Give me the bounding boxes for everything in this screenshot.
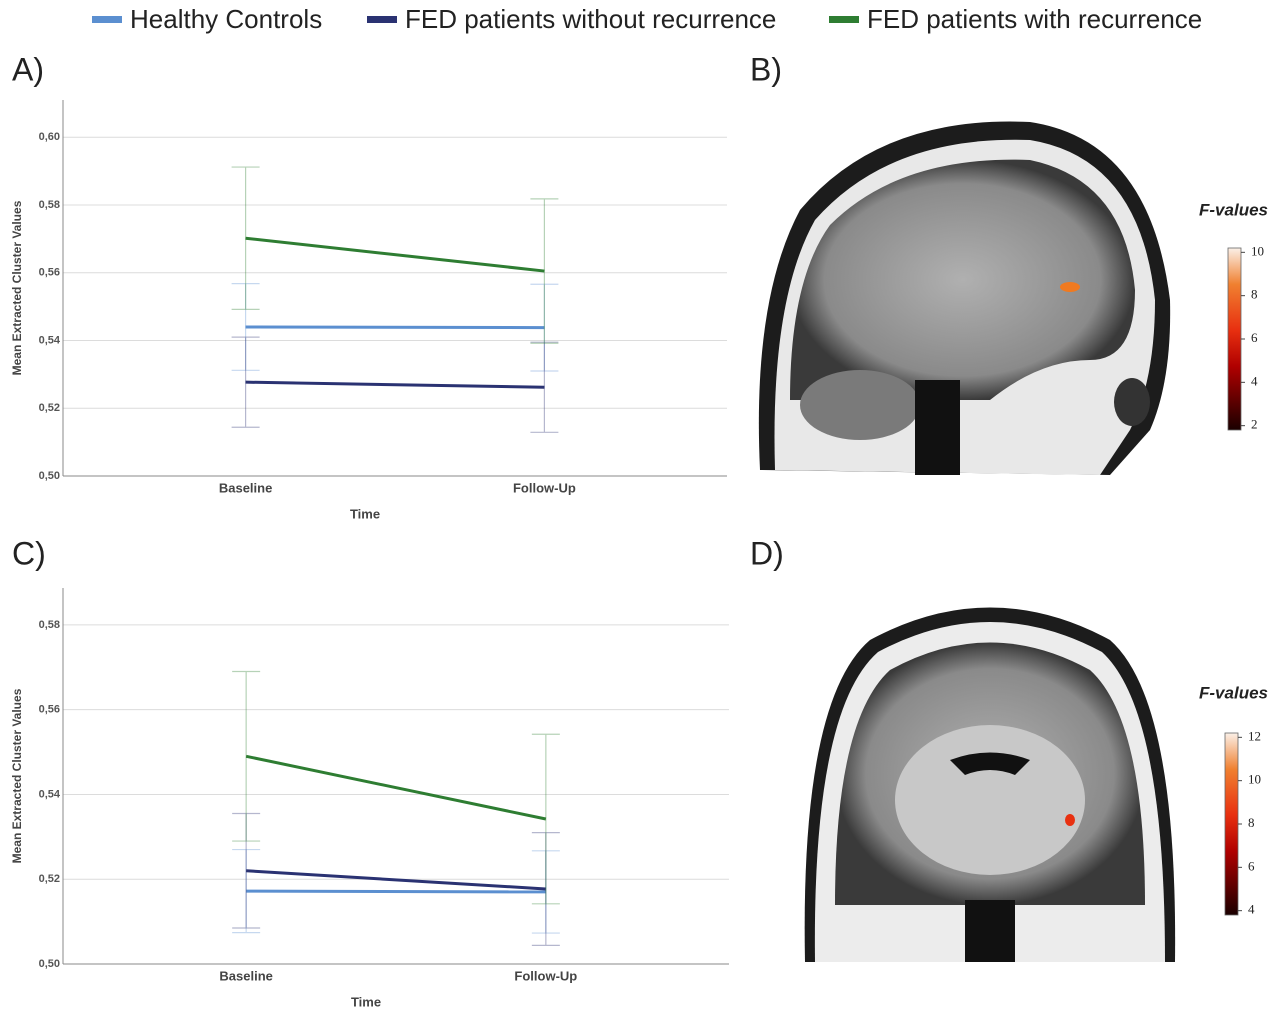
x-tick-label: Baseline bbox=[219, 968, 272, 983]
colorbar-tick-label: 10 bbox=[1251, 243, 1264, 258]
y-tick-label: 0,54 bbox=[39, 334, 61, 346]
panel-label: D) bbox=[750, 535, 784, 571]
y-tick-label: 0,52 bbox=[39, 873, 60, 885]
colorbar-tick-label: 2 bbox=[1251, 417, 1258, 432]
colorbar-tick-label: 8 bbox=[1251, 287, 1258, 302]
x-tick-label: Follow-Up bbox=[513, 480, 576, 495]
legend-swatch bbox=[92, 16, 122, 23]
x-tick-label: Baseline bbox=[219, 480, 272, 495]
colorbar-title: F-values bbox=[1199, 683, 1268, 702]
colorbar-title: F-values bbox=[1199, 200, 1268, 219]
y-tick-label: 0,52 bbox=[39, 402, 60, 414]
y-tick-label: 0,50 bbox=[39, 470, 60, 482]
y-tick-label: 0,58 bbox=[39, 619, 60, 631]
colorbar bbox=[1225, 733, 1238, 915]
y-axis-label: Mean Extracted Cluster Values bbox=[10, 200, 24, 375]
x-tick-label: Follow-Up bbox=[514, 968, 577, 983]
panel-label: C) bbox=[12, 535, 46, 571]
y-tick-label: 0,54 bbox=[39, 788, 61, 800]
colorbar-tick-label: 8 bbox=[1248, 815, 1255, 830]
series-line bbox=[246, 756, 546, 819]
x-axis-label: Time bbox=[350, 506, 380, 521]
y-axis-label: Mean Extracted Cluster Values bbox=[10, 688, 24, 863]
legend-label: Healthy Controls bbox=[130, 4, 322, 34]
y-tick-label: 0,56 bbox=[39, 704, 60, 716]
colorbar bbox=[1228, 248, 1241, 430]
colorbar-tick-label: 6 bbox=[1248, 858, 1255, 873]
colorbar-tick-label: 4 bbox=[1248, 902, 1255, 917]
y-tick-label: 0,58 bbox=[39, 199, 60, 211]
figure: Healthy Controls FED patients without rec… bbox=[0, 0, 1282, 1009]
series-line bbox=[246, 871, 546, 889]
panel-label: B) bbox=[750, 51, 782, 87]
series-line bbox=[246, 327, 545, 328]
legend-swatch bbox=[829, 16, 859, 23]
brain-image-sagittal bbox=[759, 122, 1170, 475]
series-line bbox=[246, 238, 545, 271]
panel-label: A) bbox=[12, 51, 44, 87]
y-tick-label: 0,50 bbox=[39, 958, 60, 970]
series-line bbox=[246, 382, 545, 387]
colorbar-tick-label: 4 bbox=[1251, 373, 1258, 388]
brain-image-coronal bbox=[805, 608, 1175, 963]
x-axis-label: Time bbox=[351, 994, 381, 1009]
legend-label: FED patients without recurrence bbox=[405, 4, 776, 34]
y-tick-label: 0,60 bbox=[39, 131, 60, 143]
legend-label: FED patients with recurrence bbox=[867, 4, 1202, 34]
legend-swatch bbox=[367, 16, 397, 23]
colorbar-tick-label: 10 bbox=[1248, 772, 1261, 787]
series-line bbox=[246, 891, 546, 892]
colorbar-tick-label: 12 bbox=[1248, 728, 1261, 743]
y-tick-label: 0,56 bbox=[39, 267, 60, 279]
colorbar-tick-label: 6 bbox=[1251, 330, 1258, 345]
